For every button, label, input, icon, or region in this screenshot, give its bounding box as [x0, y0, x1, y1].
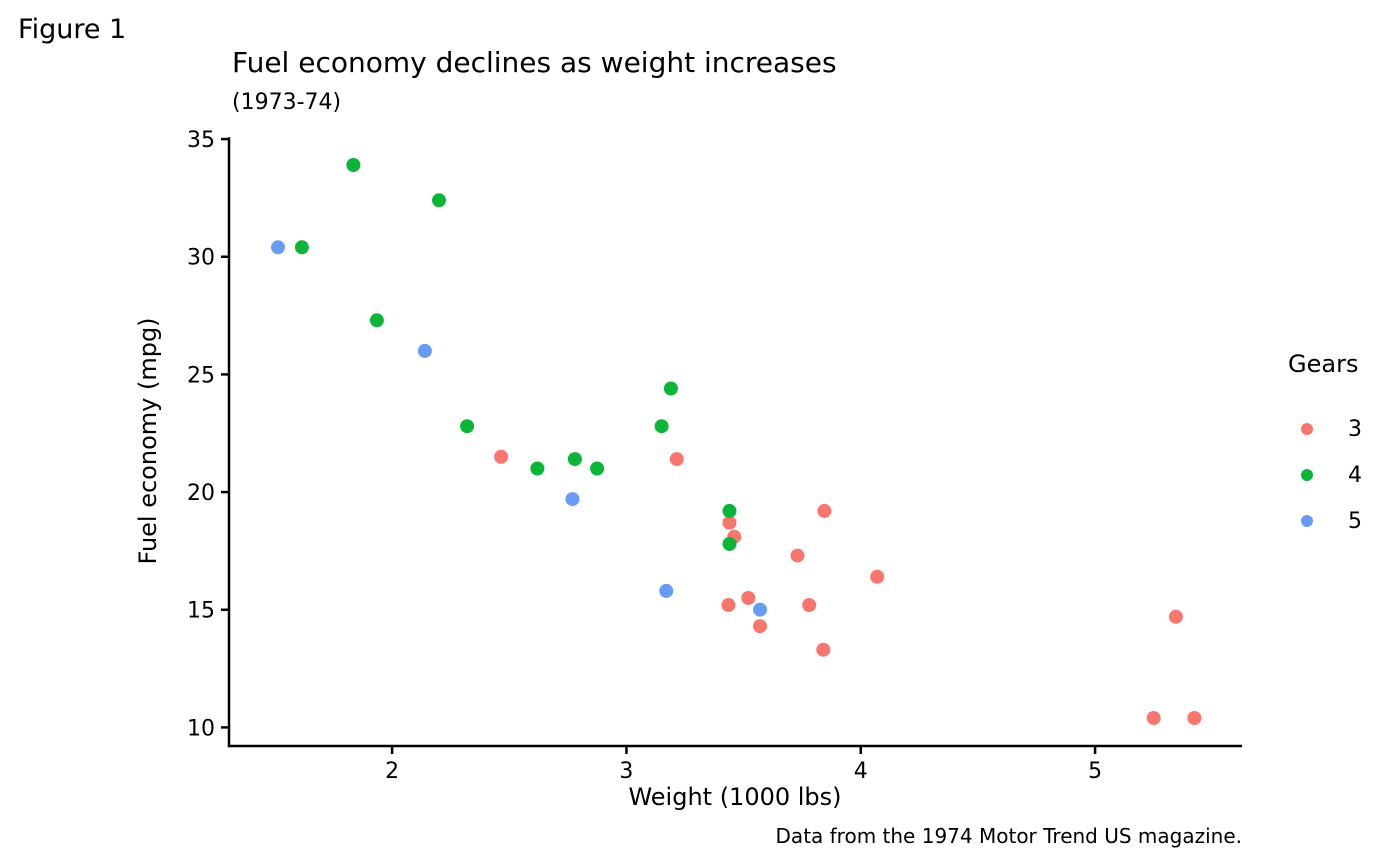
- data-point: [294, 240, 309, 255]
- chart-subtitle: (1973-74): [232, 90, 342, 115]
- data-point: [654, 419, 669, 434]
- data-point: [722, 503, 737, 518]
- data-point: [590, 461, 605, 476]
- data-point: [817, 503, 832, 518]
- figure-label: Figure 1: [18, 14, 127, 45]
- data-point: [565, 492, 580, 507]
- legend-key-dot: [1301, 423, 1313, 435]
- data-point: [530, 461, 545, 476]
- data-point: [271, 240, 285, 255]
- legend-key-dot: [1301, 469, 1313, 481]
- y-tick-label: 30: [187, 246, 215, 271]
- data-point: [567, 452, 582, 467]
- legend-item: 5: [1284, 498, 1362, 544]
- data-point: [346, 158, 361, 172]
- data-point: [417, 343, 432, 358]
- legend-item-label: 3: [1348, 416, 1362, 442]
- data-point: [494, 449, 509, 464]
- data-point: [1146, 711, 1161, 725]
- data-point: [663, 381, 678, 396]
- data-point: [432, 193, 446, 208]
- y-tick-label: 25: [187, 363, 215, 388]
- x-tick-label: 2: [385, 759, 399, 784]
- data-point: [1168, 609, 1183, 624]
- y-tick-label: 20: [187, 481, 215, 506]
- data-point: [659, 583, 674, 598]
- x-axis-title: Weight (1000 lbs): [628, 783, 842, 811]
- data-point: [669, 452, 684, 467]
- x-tick-label: 5: [1088, 759, 1102, 784]
- data-point: [790, 548, 805, 563]
- data-point: [1187, 711, 1202, 725]
- data-point: [369, 313, 384, 328]
- data-point: [721, 598, 736, 612]
- legend-item-label: 4: [1348, 462, 1362, 488]
- legend-item: 3: [1284, 406, 1362, 452]
- legend-item: 4: [1284, 452, 1362, 498]
- y-tick-label: 35: [187, 128, 215, 153]
- y-tick-label: 10: [187, 716, 215, 741]
- x-tick-label: 4: [854, 759, 868, 784]
- y-tick-label: 15: [187, 599, 215, 624]
- data-point: [753, 619, 767, 634]
- data-point: [816, 642, 831, 657]
- data-point: [870, 569, 885, 584]
- legend: Gears 3 4 5: [1284, 350, 1362, 544]
- data-point: [753, 602, 767, 617]
- data-point: [722, 515, 737, 530]
- data-point: [802, 598, 817, 612]
- legend-items: 3 4 5: [1284, 406, 1362, 544]
- legend-title: Gears: [1288, 350, 1359, 378]
- chart-title: Fuel economy declines as weight increase…: [232, 46, 837, 79]
- x-tick-label: 3: [619, 759, 633, 784]
- data-point: [741, 591, 756, 605]
- data-point: [722, 536, 737, 551]
- data-point: [460, 419, 475, 434]
- legend-item-label: 5: [1348, 508, 1362, 534]
- legend-key-dot: [1301, 515, 1313, 527]
- chart-caption: Data from the 1974 Motor Trend US magazi…: [775, 824, 1242, 848]
